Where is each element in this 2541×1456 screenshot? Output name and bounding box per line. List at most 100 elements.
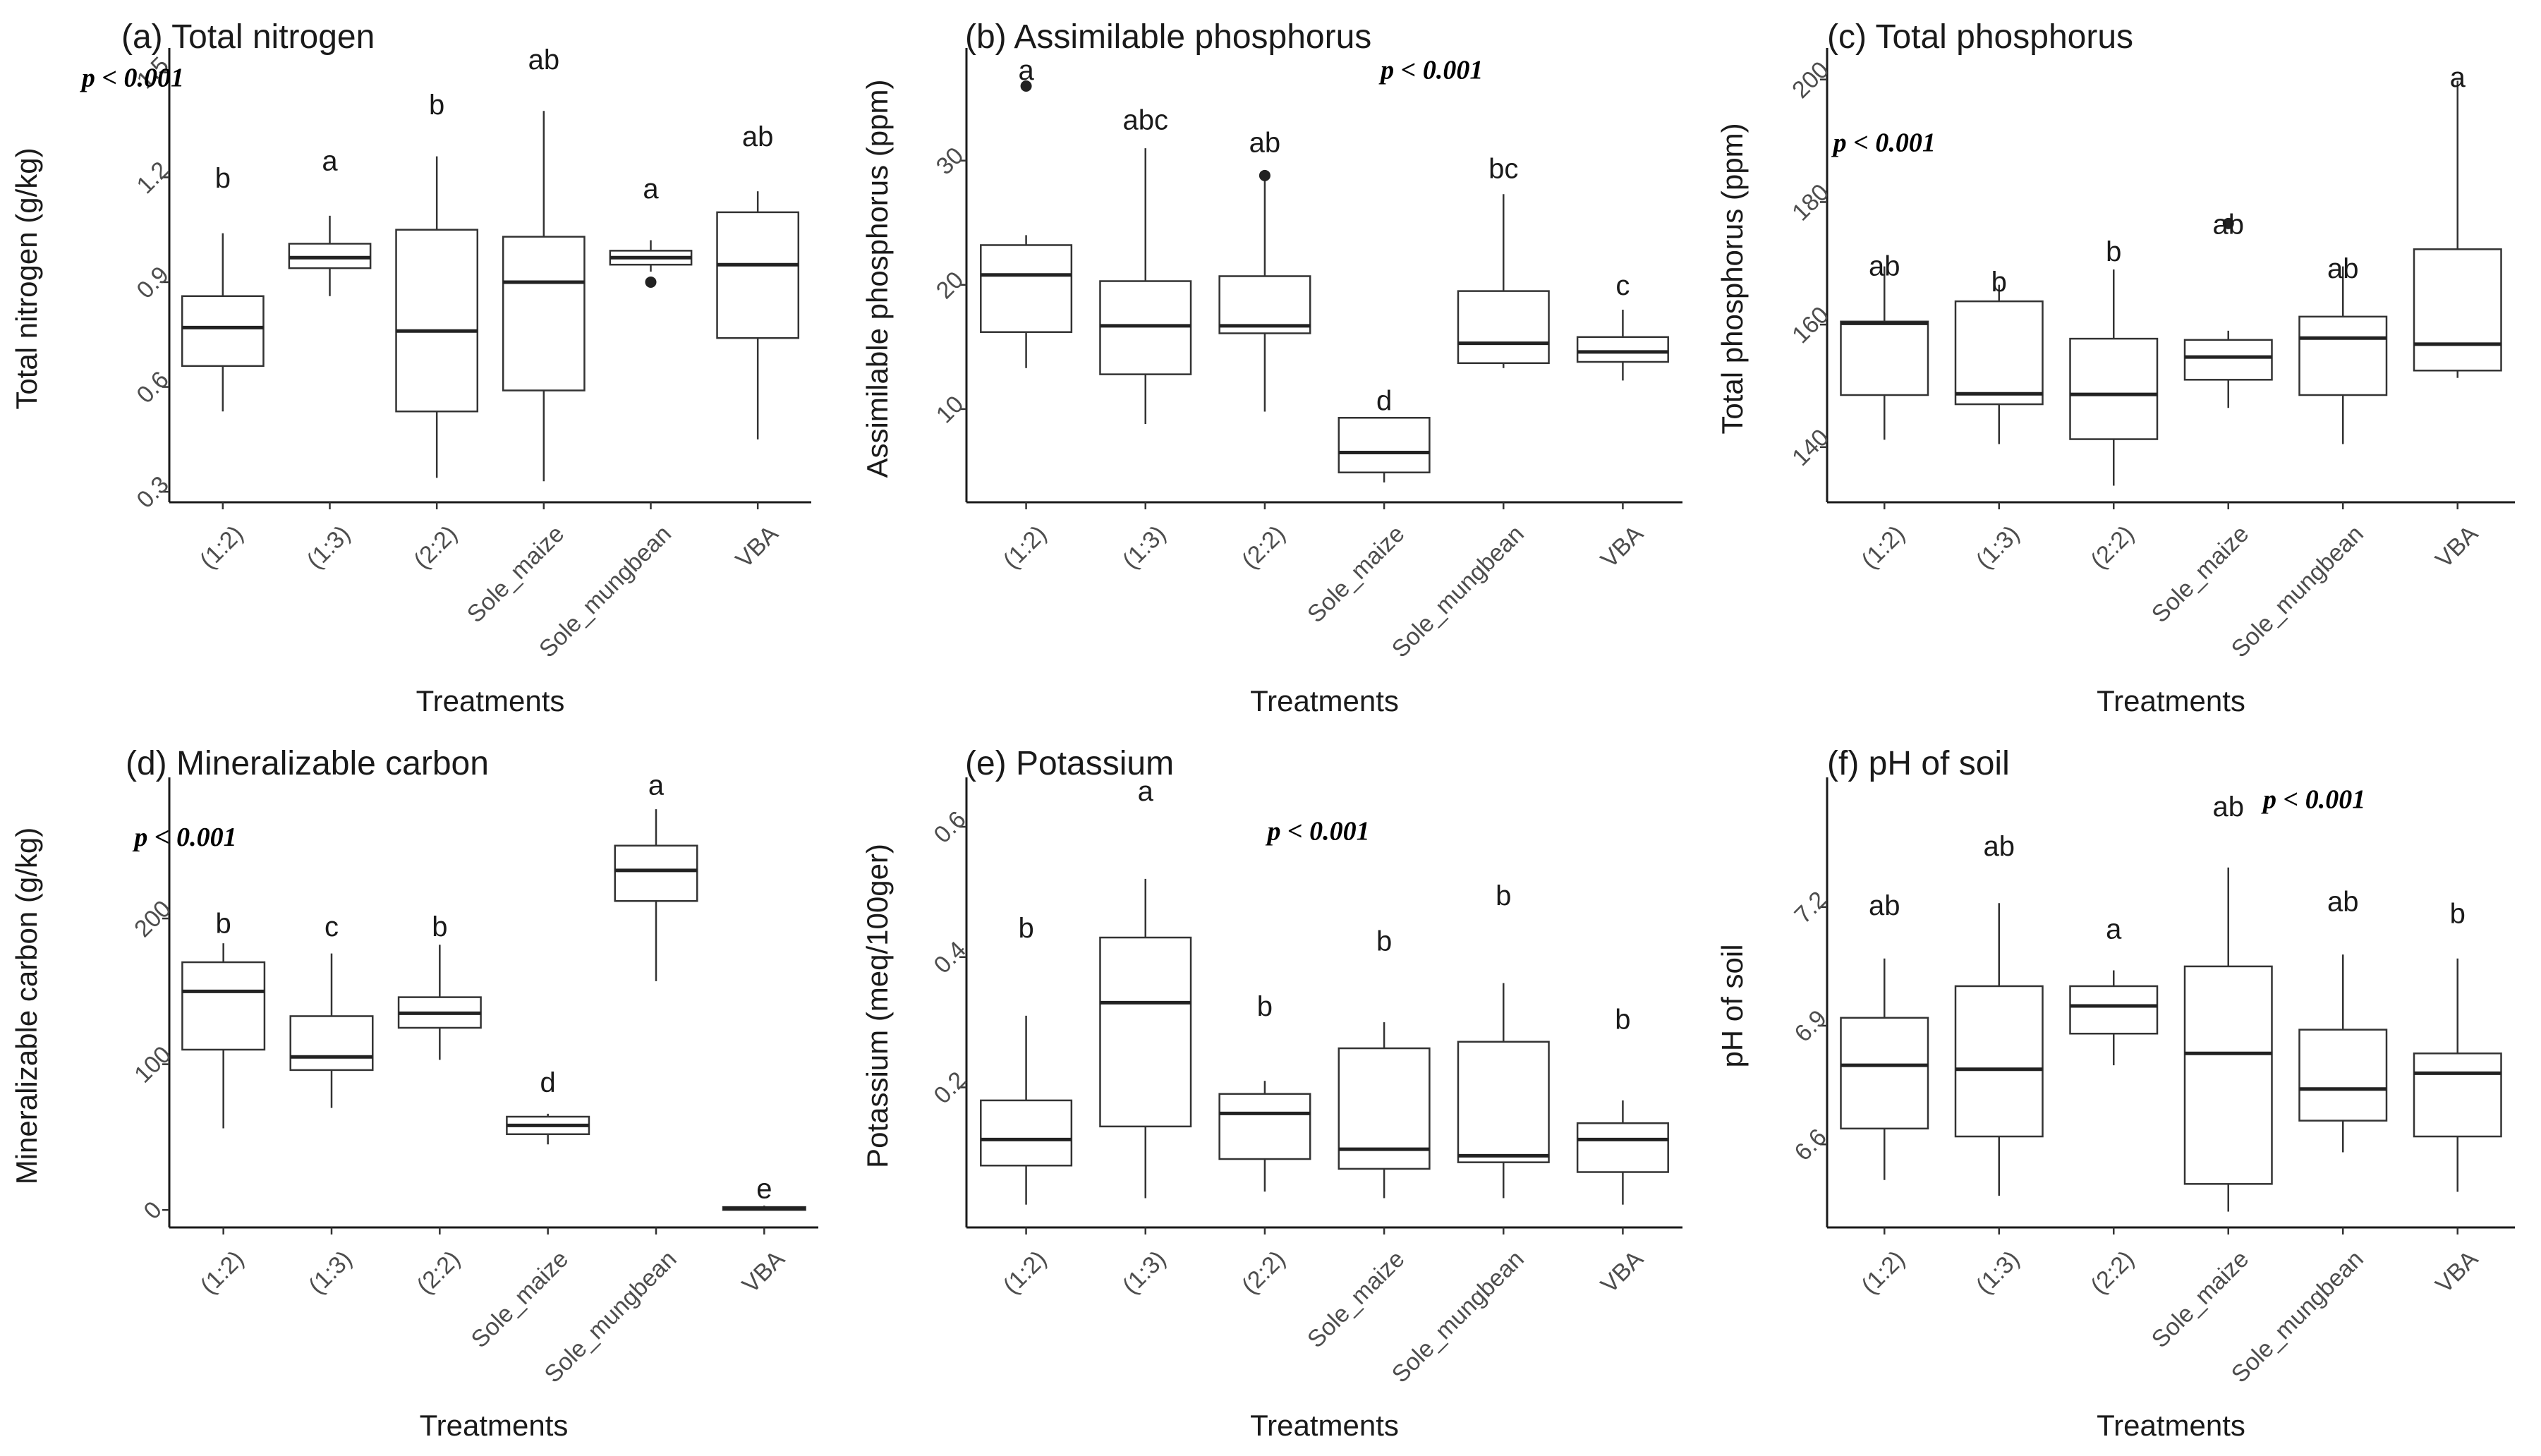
iqr-box — [1457, 290, 1550, 365]
x-tick-label: (1:2) — [195, 521, 248, 574]
x-tick-label: VBA — [2430, 520, 2483, 573]
x-tick-label: Sole_maize — [2147, 521, 2254, 628]
box-Sole_maize: d — [506, 1067, 590, 1145]
outlier-point — [645, 276, 657, 288]
box-(2:2): ab — [1218, 127, 1311, 412]
box-Sole_maize: d — [1338, 386, 1431, 483]
iqr-box — [980, 1099, 1073, 1167]
iqr-box — [1576, 336, 1669, 363]
significance-letter: a — [643, 174, 659, 205]
x-tick-label: (2:2) — [412, 1246, 466, 1299]
iqr-box — [2183, 339, 2273, 381]
outlier-point — [1259, 169, 1270, 181]
significance-letter: a — [1018, 55, 1034, 86]
y-tick-label: 10 — [931, 391, 969, 429]
significance-letter: ab — [2327, 253, 2359, 284]
x-tick-label: Sole_maize — [466, 1246, 574, 1353]
significance-letter: b — [2106, 236, 2121, 267]
significance-letter: e — [756, 1174, 772, 1205]
p-value-annotation: p < 0.001 — [1831, 128, 1936, 157]
x-tick-label: VBA — [731, 520, 784, 573]
x-tick-label: (2:2) — [1237, 1246, 1290, 1299]
x-tick-label: (1:2) — [998, 1246, 1052, 1299]
x-tick-label: (2:2) — [408, 521, 462, 574]
y-tick-label: 0.2 — [928, 1067, 971, 1109]
panel-title: (b) Assimilable phosphorus — [965, 18, 1371, 56]
iqr-box — [1954, 985, 2044, 1138]
box-Sole_mungbean: bc — [1457, 153, 1550, 368]
x-axis-title: Treatments — [2097, 1409, 2245, 1442]
x-tick-label: VBA — [1596, 520, 1649, 573]
significance-letter: b — [1257, 991, 1273, 1022]
significance-letter: a — [1138, 776, 1154, 807]
box-VBA: a — [2413, 62, 2502, 378]
box-(2:2): b — [397, 911, 482, 1060]
significance-letter: ab — [1869, 890, 1900, 921]
iqr-box — [1218, 1093, 1311, 1160]
box-(1:3): c — [289, 911, 374, 1108]
y-tick-label: 0.3 — [131, 471, 174, 514]
box-(1:2): b — [980, 913, 1073, 1205]
x-tick-label: VBA — [737, 1245, 790, 1298]
significance-letter: bc — [1488, 153, 1518, 184]
y-axis-title: Total nitrogen (g/kg) — [10, 147, 43, 409]
iqr-box — [502, 236, 586, 392]
significance-letter: b — [1496, 880, 1511, 911]
outlier-point — [1020, 80, 1032, 92]
panel-title: (c) Total phosphorus — [1827, 18, 2133, 56]
box-(2:2): a — [2069, 914, 2159, 1066]
box-(2:2): b — [395, 90, 479, 478]
significance-letter: b — [1615, 1004, 1630, 1035]
x-axis-title: Treatments — [416, 684, 565, 717]
box-(2:2): b — [1218, 991, 1311, 1192]
box-Sole_mungbean: ab — [2298, 253, 2388, 444]
x-tick-label: (1:3) — [1971, 521, 2025, 574]
iqr-box — [2413, 1052, 2502, 1138]
iqr-box — [1099, 936, 1192, 1128]
box-VBA: e — [722, 1174, 806, 1211]
x-tick-label: (1:3) — [1971, 1246, 2025, 1299]
significance-letter: ab — [2327, 886, 2359, 917]
box-Sole_maize: ab — [2183, 210, 2273, 408]
significance-letter: ab — [1984, 831, 2015, 862]
iqr-box — [980, 244, 1073, 333]
box-(1:3): abc — [1099, 105, 1192, 425]
y-tick-label: 20 — [931, 267, 969, 305]
significance-letter: c — [1615, 270, 1630, 301]
box-(1:2): b — [181, 909, 266, 1129]
panel-title: (a) Total nitrogen — [121, 18, 375, 56]
y-axis-title: Mineralizable carbon (g/kg) — [10, 827, 43, 1185]
iqr-box — [614, 844, 698, 902]
iqr-box — [1457, 1041, 1550, 1163]
box-(2:2): b — [2069, 236, 2159, 486]
panel-f: (f) pH of soil 6.6 6.9 7.2 (1:2) (1:3) (2:2) So… — [1716, 745, 2515, 1442]
box-(1:2): b — [181, 163, 265, 412]
significance-letter: ab — [528, 44, 560, 75]
box-(1:3): a — [288, 145, 372, 296]
significance-letter: c — [325, 911, 339, 942]
x-axis-title: Treatments — [420, 1409, 569, 1442]
significance-letter: a — [322, 145, 338, 176]
x-tick-label: (2:2) — [1237, 521, 1290, 574]
x-tick-label: (2:2) — [2085, 1246, 2139, 1299]
p-value-annotation: p < 0.001 — [1378, 55, 1483, 85]
significance-letter: b — [1376, 926, 1392, 957]
significance-letter: ab — [2213, 210, 2245, 241]
iqr-box — [289, 1015, 374, 1072]
iqr-box — [1338, 416, 1431, 473]
x-tick-label: Sole_maize — [2147, 1246, 2254, 1353]
x-tick-label: (1:2) — [1856, 1246, 1910, 1299]
box-VBA: c — [1576, 270, 1669, 381]
x-tick-label: Sole_maize — [1302, 521, 1409, 628]
iqr-box — [1840, 320, 1929, 396]
p-value-annotation: p < 0.001 — [1265, 817, 1369, 847]
significance-letter: ab — [1869, 251, 1900, 282]
iqr-box — [2069, 985, 2159, 1035]
iqr-box — [1576, 1122, 1669, 1173]
panel-title: (f) pH of soil — [1827, 745, 2010, 782]
y-tick-label: 0.4 — [928, 936, 971, 978]
x-tick-label: VBA — [2430, 1245, 2483, 1298]
